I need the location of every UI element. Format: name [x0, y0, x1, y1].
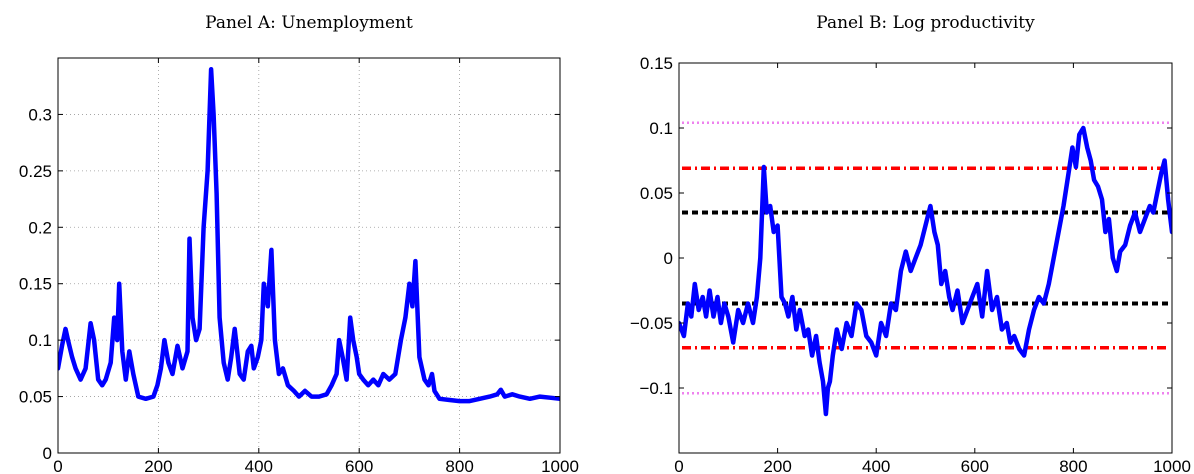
y-tick-label: 0.1	[28, 331, 52, 350]
x-tick-label: 0	[674, 457, 683, 474]
y-tick-label: −0.05	[630, 314, 673, 333]
x-tick-label: 800	[1059, 457, 1087, 474]
y-tick-label: 0	[664, 249, 673, 268]
x-tick-label: 800	[445, 457, 473, 474]
y-tick-label: −0.1	[639, 379, 673, 398]
series-line	[58, 67, 560, 404]
panel-b: 0 200 400 600 800 1000 −0.1 −0.05 0 0.05 0.1 0.15 Pa…	[630, 13, 1191, 474]
x-tick-label: 1000	[541, 457, 579, 474]
x-tick-label: 400	[862, 457, 890, 474]
y-tick-label: 0.05	[640, 184, 673, 203]
panel-title: Panel B: Log productivity	[816, 13, 1035, 33]
y-tick-label: 0.15	[19, 275, 52, 294]
panel-a: 0 200 400 600 800 1000 0 0.05 0.1 0.15 0.2 0.25 0.3 P…	[19, 13, 579, 474]
series-line	[679, 125, 1172, 417]
y-tick-label: 0.1	[649, 119, 673, 138]
y-tick-label: 0	[43, 444, 52, 463]
x-tick-label: 200	[144, 457, 172, 474]
x-tick-label: 600	[961, 457, 989, 474]
data-layer	[58, 67, 560, 404]
x-tick-label: 0	[53, 457, 62, 474]
panel-title: Panel A: Unemployment	[205, 13, 413, 33]
x-tick-label: 600	[345, 457, 373, 474]
plot-area	[679, 63, 1172, 453]
y-tick-label: 0.2	[28, 218, 52, 237]
y-tick-label: 0.25	[19, 162, 52, 181]
x-tick-label: 1000	[1153, 457, 1191, 474]
x-tick-label: 200	[763, 457, 791, 474]
y-tick-label: 0.15	[640, 54, 673, 73]
x-tick-label: 400	[245, 457, 273, 474]
y-tick-label: 0.05	[19, 388, 52, 407]
plot-area	[58, 58, 560, 453]
axes-frame	[57, 57, 561, 454]
y-tick-label: 0.3	[28, 105, 52, 124]
data-layer	[679, 121, 1172, 417]
